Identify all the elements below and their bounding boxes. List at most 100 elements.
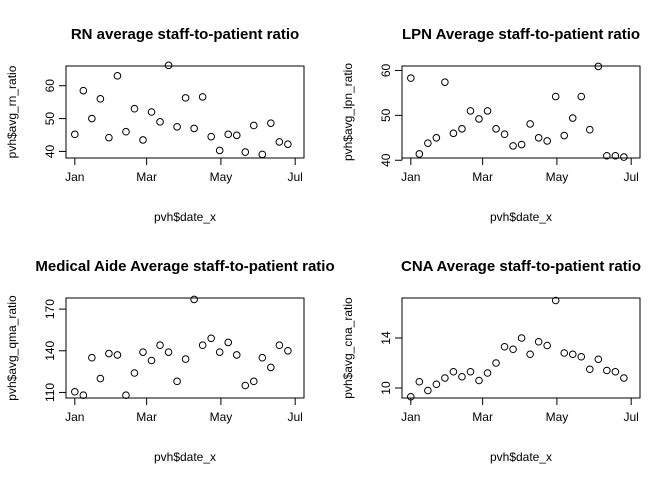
plot-frame bbox=[65, 297, 305, 399]
data-point bbox=[585, 365, 594, 374]
data-point bbox=[526, 120, 534, 128]
data-point bbox=[130, 104, 139, 113]
data-point bbox=[249, 121, 258, 130]
y-tick-label: 60 bbox=[43, 79, 57, 93]
y-tick-label: 40 bbox=[43, 144, 57, 158]
data-point bbox=[603, 151, 611, 160]
data-point bbox=[500, 130, 509, 139]
data-point bbox=[449, 367, 458, 376]
data-point bbox=[568, 114, 577, 122]
data-point bbox=[534, 337, 543, 346]
data-point bbox=[466, 367, 475, 376]
x-axis-label: pvh$date_x bbox=[490, 210, 552, 224]
x-tick-label: Jul bbox=[288, 410, 303, 424]
data-point bbox=[139, 136, 147, 144]
data-point bbox=[122, 391, 130, 400]
data-point bbox=[560, 131, 569, 140]
data-point bbox=[620, 374, 628, 382]
data-point bbox=[500, 342, 509, 351]
data-point bbox=[441, 374, 449, 382]
data-point bbox=[483, 369, 492, 377]
data-point bbox=[207, 132, 215, 141]
x-tick-label: Mar bbox=[136, 410, 157, 424]
data-point bbox=[147, 356, 156, 365]
data-point bbox=[96, 374, 105, 383]
x-tick-label: Jan bbox=[401, 170, 420, 184]
x-tick-label: May bbox=[546, 170, 569, 184]
data-point bbox=[71, 387, 79, 396]
data-point bbox=[241, 381, 250, 390]
data-point bbox=[105, 133, 113, 142]
data-point bbox=[284, 346, 292, 355]
data-point bbox=[258, 353, 267, 362]
chart-title: Medical Aide Average staff-to-patient ra… bbox=[35, 258, 334, 275]
data-point bbox=[113, 72, 122, 80]
data-point bbox=[407, 74, 415, 82]
data-point bbox=[543, 341, 551, 350]
data-point bbox=[620, 153, 628, 161]
data-point bbox=[258, 150, 267, 159]
data-point bbox=[517, 140, 526, 149]
data-point bbox=[458, 125, 466, 133]
data-point bbox=[483, 107, 492, 115]
data-point bbox=[173, 377, 181, 386]
y-tick-label: 170 bbox=[43, 299, 57, 319]
data-point bbox=[207, 334, 215, 343]
data-point bbox=[509, 142, 517, 150]
data-point bbox=[603, 366, 611, 375]
data-point bbox=[492, 359, 500, 367]
x-axis-label: pvh$date_x bbox=[154, 210, 216, 224]
data-point bbox=[577, 92, 586, 101]
data-point bbox=[79, 86, 88, 95]
data-point bbox=[475, 376, 483, 385]
data-point bbox=[241, 148, 250, 156]
data-point bbox=[113, 351, 122, 359]
x-tick-label: Mar bbox=[136, 170, 157, 184]
data-point bbox=[534, 134, 543, 142]
y-axis-label: pvh$avg_rn_ratio bbox=[5, 65, 19, 158]
x-axis-label: pvh$date_x bbox=[154, 450, 216, 464]
data-point bbox=[415, 150, 424, 158]
data-point bbox=[475, 115, 483, 123]
data-point bbox=[232, 131, 241, 140]
x-tick-label: May bbox=[546, 410, 569, 424]
x-tick-label: Mar bbox=[472, 410, 493, 424]
y-tick-label: 50 bbox=[43, 112, 57, 126]
x-tick-label: May bbox=[210, 170, 233, 184]
y-tick-label: 10 bbox=[379, 381, 393, 395]
data-point bbox=[441, 78, 449, 86]
chart-panel-1: RN average staff-to-patient ratio Jan Mar M… bbox=[5, 26, 305, 224]
data-point bbox=[156, 118, 164, 126]
data-point bbox=[543, 137, 551, 145]
y-tick-label: 40 bbox=[379, 153, 393, 167]
data-point bbox=[458, 372, 466, 381]
chart-title: LPN Average staff-to-patient ratio bbox=[402, 26, 640, 43]
chart-title: RN average staff-to-patient ratio bbox=[71, 26, 299, 43]
y-tick-label: 140 bbox=[43, 340, 57, 360]
data-point bbox=[275, 341, 284, 350]
data-point bbox=[551, 92, 560, 101]
plot-frame bbox=[401, 65, 641, 159]
data-point bbox=[215, 146, 224, 155]
plot-frame bbox=[401, 297, 641, 399]
data-point bbox=[466, 107, 475, 115]
data-point bbox=[96, 95, 105, 103]
data-point bbox=[284, 140, 292, 148]
data-point bbox=[190, 295, 198, 304]
data-point bbox=[215, 348, 224, 356]
data-point bbox=[139, 348, 147, 356]
y-axis-label: pvh$avg_qma_ratio bbox=[5, 295, 19, 401]
data-point bbox=[267, 363, 275, 372]
data-point bbox=[130, 369, 139, 377]
data-point bbox=[585, 125, 594, 134]
data-point bbox=[611, 367, 620, 376]
data-point bbox=[224, 338, 233, 347]
data-point bbox=[407, 392, 415, 401]
x-tick-label: Jul bbox=[624, 410, 639, 424]
y-axis-label: pvh$avg_lpn_ratio bbox=[341, 63, 355, 161]
data-point bbox=[181, 355, 190, 363]
data-point bbox=[424, 139, 432, 147]
chart-panel-3: Medical Aide Average staff-to-patient ra… bbox=[5, 258, 335, 464]
data-point bbox=[432, 134, 441, 142]
data-point bbox=[577, 352, 586, 361]
